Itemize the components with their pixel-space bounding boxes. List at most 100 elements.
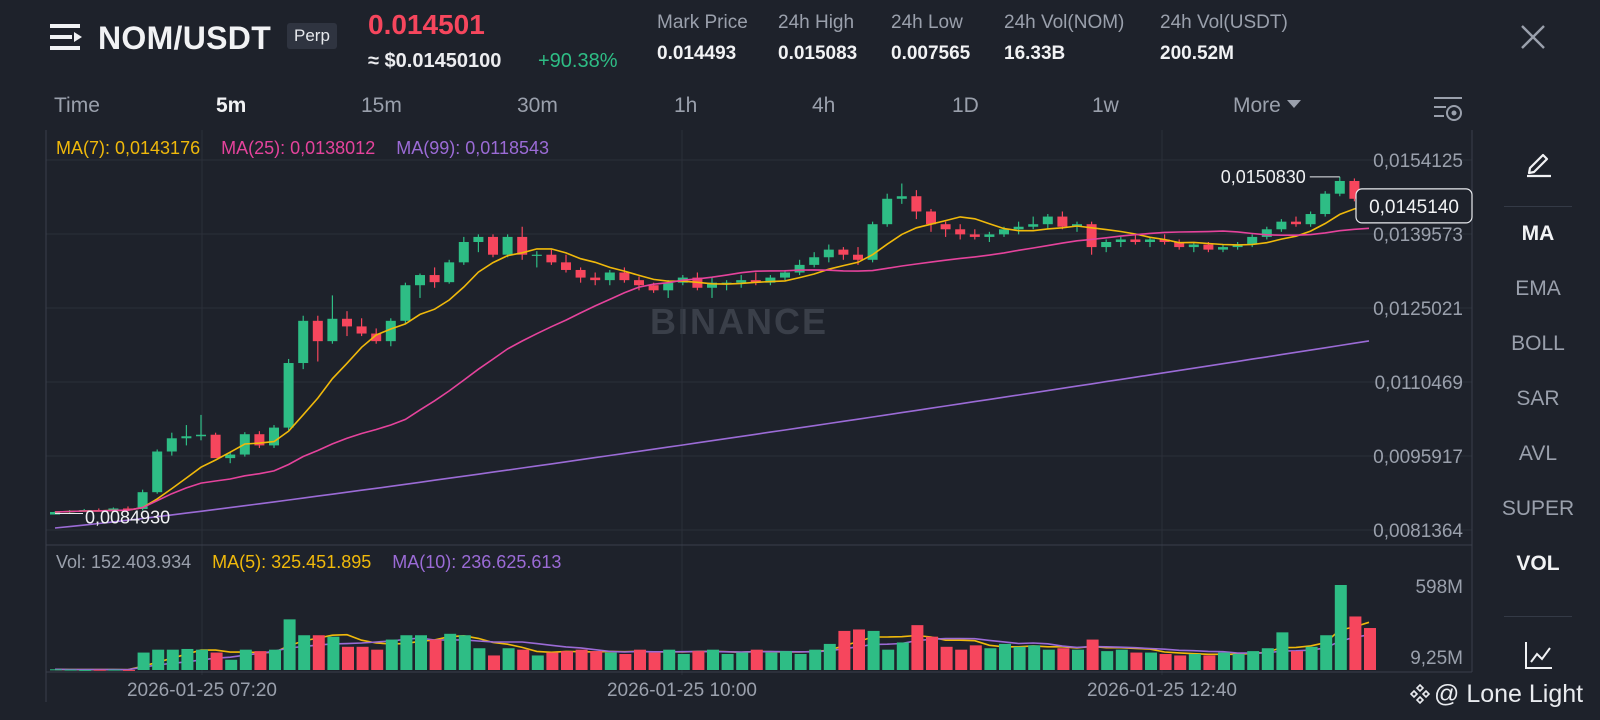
line-chart-icon[interactable] xyxy=(1524,640,1554,670)
candle-body xyxy=(1232,244,1243,248)
vol-legend: Vol: 152.403.934 xyxy=(56,552,192,572)
stat-value: 0.007565 xyxy=(891,43,971,64)
indicator-boll[interactable]: BOLL xyxy=(1511,332,1565,355)
stat-label: Mark Price xyxy=(657,12,748,33)
candle-body xyxy=(1042,216,1053,225)
last-price: 0.014501 xyxy=(368,9,485,40)
binance-logo-icon xyxy=(1410,684,1430,704)
candlestick-chart[interactable]: 0,0154125 0,0139573 0,0125021 0,0110469 0,00… xyxy=(0,130,1500,705)
candle-body xyxy=(1159,239,1170,242)
volume-bar xyxy=(50,669,62,671)
stat-24h-vol-quote: 24h Vol(USDT) 200.52M xyxy=(1160,12,1288,65)
tab-4h[interactable]: 4h xyxy=(812,94,836,117)
volume-bar xyxy=(663,649,676,670)
candle-body xyxy=(750,280,761,283)
candle-body xyxy=(298,320,309,364)
tab-5m[interactable]: 5m xyxy=(216,94,247,117)
tab-time[interactable]: Time xyxy=(54,94,100,117)
candle-body xyxy=(1086,224,1097,248)
indicator-avl[interactable]: AVL xyxy=(1518,442,1558,465)
indicator-super[interactable]: SUPER xyxy=(1501,497,1575,520)
candle-body xyxy=(984,234,995,237)
volume-bar xyxy=(1159,654,1172,670)
stat-mark-price: Mark Price 0.014493 xyxy=(657,12,748,65)
vol-ma10-legend: MA(10): 236.625.613 xyxy=(392,552,562,572)
volume-bar xyxy=(1188,654,1201,670)
change-percent: +90.38% xyxy=(538,50,618,72)
candles xyxy=(50,176,1374,515)
tab-1w[interactable]: 1w xyxy=(1092,94,1119,117)
candle-body xyxy=(604,272,615,281)
stat-24h-high: 24h High 0.015083 xyxy=(778,12,857,65)
volume-bar xyxy=(546,652,559,670)
candle-body xyxy=(108,508,119,511)
tab-more[interactable]: More xyxy=(1233,94,1301,118)
tab-1d[interactable]: 1D xyxy=(952,94,979,117)
volume-bar xyxy=(400,635,413,670)
panel-divider xyxy=(1504,206,1572,207)
candle-body xyxy=(736,280,747,283)
candle-body xyxy=(634,280,644,286)
volume-bar xyxy=(823,643,836,670)
indicator-ema[interactable]: EMA xyxy=(1515,277,1561,300)
contract-type-badge: Perp xyxy=(287,23,337,49)
candle-body xyxy=(707,282,717,288)
current-price-label: 0,0145140 xyxy=(1369,197,1459,218)
candle-body xyxy=(809,257,820,265)
indicator-sar[interactable]: SAR xyxy=(1516,387,1560,410)
volume-bar xyxy=(327,636,340,670)
volume-bar xyxy=(809,649,822,670)
volume-bar xyxy=(648,652,661,670)
pencil-draw-icon[interactable] xyxy=(1524,148,1554,178)
candle-body xyxy=(517,236,528,255)
tab-30m[interactable]: 30m xyxy=(517,94,558,117)
chart-settings-icon[interactable] xyxy=(1432,94,1464,124)
candle-body xyxy=(181,436,192,439)
volume-bar xyxy=(342,646,354,670)
vol-ma5-legend: MA(5): 325.451.895 xyxy=(212,552,372,572)
volume-bar xyxy=(137,652,150,670)
tab-15m[interactable]: 15m xyxy=(361,94,402,117)
trading-pair[interactable]: NOM/USDT xyxy=(98,20,272,56)
volume-bar xyxy=(93,669,106,671)
volume-bar xyxy=(458,635,471,670)
candle-body xyxy=(225,454,236,459)
chart-axes: 0,0154125 0,0139573 0,0125021 0,0110469 0,00… xyxy=(127,151,1463,701)
volume-bar xyxy=(984,648,997,670)
candle-body xyxy=(1101,241,1112,248)
candle-body xyxy=(1174,241,1185,248)
tab-1h[interactable]: 1h xyxy=(674,94,698,117)
candle-body xyxy=(1057,216,1068,227)
candle-body xyxy=(283,363,294,428)
volume-bar xyxy=(838,630,851,670)
candle-body xyxy=(312,320,323,342)
volume-bar xyxy=(283,619,296,670)
volume-bar xyxy=(1028,645,1041,670)
volume-bar xyxy=(765,652,778,670)
volume-bar xyxy=(1057,648,1070,670)
candle-body xyxy=(502,236,513,255)
interval-tabs: Time 5m 15m 30m 1h 4h 1D 1w More xyxy=(0,90,1470,126)
candle-body xyxy=(955,229,966,235)
credit-text: @ Lone Light xyxy=(1434,680,1584,708)
panel-divider xyxy=(1504,616,1572,617)
volume-bar xyxy=(575,649,588,670)
volume-bar xyxy=(1115,649,1128,670)
menu-icon[interactable] xyxy=(50,22,84,52)
close-icon[interactable] xyxy=(1518,22,1548,52)
volume-bar xyxy=(108,669,121,671)
candle-body xyxy=(166,438,177,452)
volume-bar xyxy=(999,643,1011,670)
volume-bar xyxy=(152,649,165,670)
indicator-ma[interactable]: MA xyxy=(1521,222,1555,245)
volume-bar xyxy=(531,655,544,670)
stat-label: 24h Low xyxy=(891,12,963,33)
volume-bar xyxy=(298,635,311,670)
volume-bar xyxy=(1218,652,1230,670)
price-axis-label: 0,0139573 xyxy=(1373,225,1463,246)
volume-bar xyxy=(692,651,705,670)
volume-bar xyxy=(64,669,77,671)
indicator-vol[interactable]: VOL xyxy=(1516,552,1560,575)
ma-legend: MA(7): 0,0143176 MA(25): 0,0138012 MA(99… xyxy=(56,138,565,159)
candle-body xyxy=(1188,244,1199,248)
